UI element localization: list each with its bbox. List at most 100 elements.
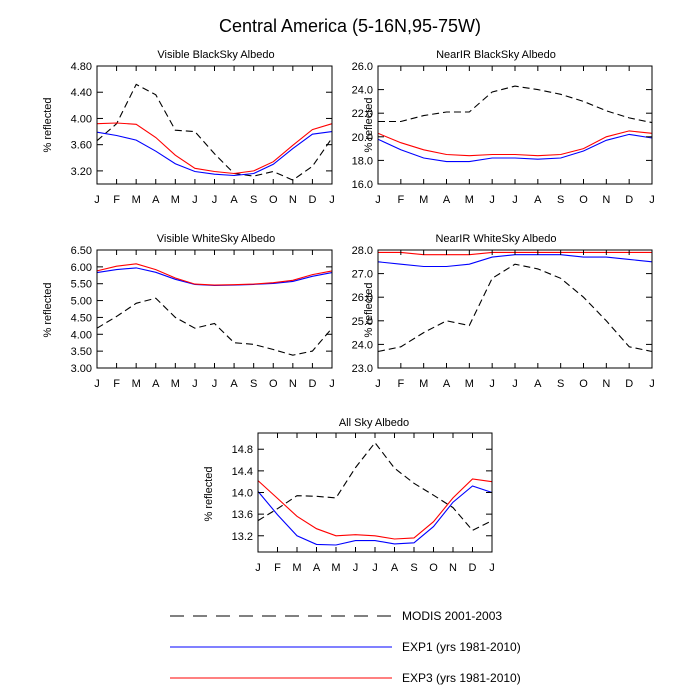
y-tick-label: 4.50 xyxy=(71,312,92,324)
x-tick-label: D xyxy=(308,194,316,206)
x-tick-label: M xyxy=(331,562,340,574)
plot-area: J F M A M J J A S O N D J23.024.025.026.027.028.0 xyxy=(352,245,655,390)
x-tick-label: O xyxy=(579,378,588,390)
y-tick-label: 4.00 xyxy=(71,329,92,341)
plot-area: J F M A M J J A S O N D J3.003.504.004.505.005.506.0… xyxy=(71,245,335,390)
x-tick-label: S xyxy=(557,194,564,206)
x-tick-label: S xyxy=(557,378,564,390)
y-tick-label: 3.50 xyxy=(71,346,92,358)
x-tick-label: F xyxy=(113,194,120,206)
x-tick-label: J xyxy=(489,562,495,574)
x-tick-label: A xyxy=(152,378,160,390)
series-line xyxy=(96,83,333,181)
x-tick-label: J xyxy=(94,194,100,206)
panel-title: NearIR BlackSky Albedo xyxy=(436,49,556,61)
y-tick-label: 16.0 xyxy=(352,179,373,191)
legend-entry-exp3: EXP3 (yrs 1981-2010) xyxy=(170,671,521,685)
y-axis-label: % reflected xyxy=(363,97,375,152)
y-tick-label: 26.0 xyxy=(352,292,373,304)
x-tick-label: J xyxy=(372,562,378,574)
y-axis-label: % reflected xyxy=(363,282,375,337)
panel-nearir-blacksky: NearIR BlackSky Albedo % reflected J F M A M… xyxy=(352,49,655,206)
y-tick-label: 27.0 xyxy=(352,269,373,281)
y-tick-label: 25.0 xyxy=(352,316,373,328)
y-tick-label: 23.0 xyxy=(352,363,373,375)
plot-frame xyxy=(96,65,333,185)
x-tick-label: A xyxy=(152,194,160,206)
y-tick-label: 22.0 xyxy=(352,108,373,120)
x-tick-label: A xyxy=(230,194,238,206)
series-line xyxy=(96,297,333,356)
y-tick-label: 26.0 xyxy=(352,61,373,73)
x-tick-label: A xyxy=(443,378,451,390)
x-tick-label: J xyxy=(489,194,495,206)
x-tick-label: D xyxy=(469,562,477,574)
legend-entry-exp1: EXP1 (yrs 1981-2010) xyxy=(170,640,521,654)
x-tick-label: N xyxy=(289,194,297,206)
x-tick-label: S xyxy=(250,378,257,390)
x-tick-label: M xyxy=(171,194,180,206)
plot-frame xyxy=(257,432,493,553)
y-tick-label: 13.6 xyxy=(232,509,253,521)
panel-nearir-whitesky: NearIR WhiteSky Albedo % reflected J F M A M… xyxy=(352,233,655,390)
y-tick-label: 5.00 xyxy=(71,296,92,308)
plot-frame xyxy=(377,65,653,185)
y-tick-label: 14.8 xyxy=(232,444,253,456)
x-tick-label: O xyxy=(269,194,278,206)
x-tick-label: J xyxy=(353,562,359,574)
x-tick-label: J xyxy=(192,194,198,206)
x-tick-label: A xyxy=(443,194,451,206)
plot-area: J F M A M J J A S O N D J16.018.020.022.024.026.0 xyxy=(352,61,655,206)
y-axis-label: % reflected xyxy=(42,97,54,152)
series-line xyxy=(96,267,333,286)
x-tick-label: J xyxy=(192,378,198,390)
y-tick-label: 6.00 xyxy=(71,262,92,274)
y-tick-label: 3.20 xyxy=(71,166,92,178)
x-tick-label: S xyxy=(410,562,417,574)
x-tick-label: O xyxy=(269,378,278,390)
x-tick-label: A xyxy=(534,194,542,206)
series-line xyxy=(257,485,493,546)
y-tick-label: 4.80 xyxy=(71,61,92,73)
x-tick-label: F xyxy=(274,562,281,574)
series-line xyxy=(96,131,333,177)
legend-entry-modis: MODIS 2001-2003 xyxy=(170,609,502,623)
legend: MODIS 2001-2003 EXP1 (yrs 1981-2010) EXP… xyxy=(170,609,521,685)
x-tick-label: J xyxy=(489,378,495,390)
y-tick-label: 4.40 xyxy=(71,87,92,99)
x-tick-label: A xyxy=(313,562,321,574)
x-tick-label: D xyxy=(625,378,633,390)
x-tick-label: J xyxy=(649,378,655,390)
x-tick-label: J xyxy=(329,194,335,206)
x-tick-label: M xyxy=(419,194,428,206)
series-line xyxy=(378,85,653,124)
series-line xyxy=(96,263,333,286)
x-tick-label: A xyxy=(534,378,542,390)
y-tick-label: 3.60 xyxy=(71,140,92,152)
x-tick-label: J xyxy=(375,194,381,206)
x-tick-label: O xyxy=(429,562,438,574)
x-tick-label: A xyxy=(391,562,399,574)
y-tick-label: 28.0 xyxy=(352,245,373,257)
x-tick-label: M xyxy=(465,378,474,390)
x-tick-label: S xyxy=(250,194,257,206)
series-line xyxy=(257,441,493,532)
x-tick-label: M xyxy=(171,378,180,390)
plot-area: J F M A M J J A S O N D J13.213.614.014.414.8 xyxy=(232,432,495,574)
x-tick-label: D xyxy=(308,378,316,390)
x-tick-label: M xyxy=(292,562,301,574)
panel-title: NearIR WhiteSky Albedo xyxy=(435,233,556,245)
series-line xyxy=(377,133,653,163)
y-axis-label: % reflected xyxy=(203,466,215,521)
y-tick-label: 20.0 xyxy=(352,132,373,144)
x-tick-label: A xyxy=(230,378,238,390)
x-tick-label: F xyxy=(397,378,404,390)
x-tick-label: J xyxy=(212,378,218,390)
panel-title: Visible BlackSky Albedo xyxy=(157,49,274,61)
y-tick-label: 14.4 xyxy=(232,466,253,478)
x-tick-label: J xyxy=(512,194,518,206)
y-tick-label: 14.0 xyxy=(232,488,253,500)
plot-area: J F M A M J J A S O N D J3.203.604.004.404.80 xyxy=(71,61,335,206)
